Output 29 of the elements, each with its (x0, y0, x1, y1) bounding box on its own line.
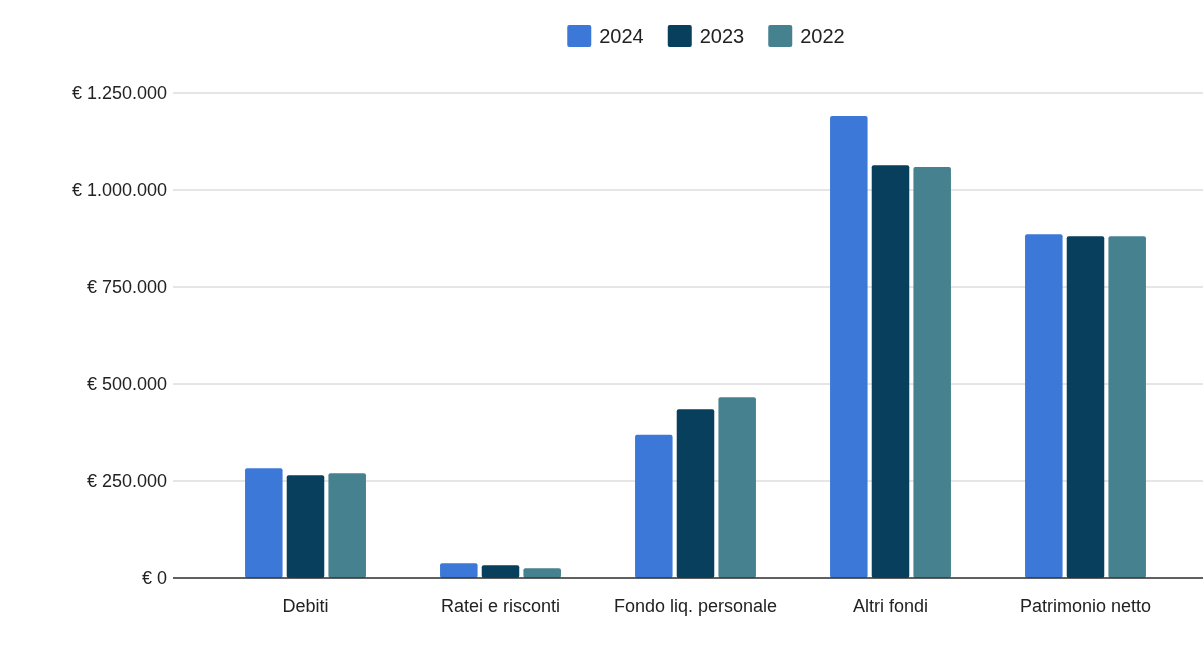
legend-label: 2022 (800, 25, 845, 47)
bar (523, 568, 561, 578)
bar (676, 409, 715, 578)
x-tick-label: Debiti (282, 596, 329, 616)
bar (481, 565, 520, 578)
y-tick-label: € 250.000 (86, 471, 167, 492)
bar (286, 475, 325, 578)
bar (328, 473, 366, 578)
x-tick-label: Ratei e risconti (440, 596, 561, 616)
bar (635, 434, 673, 578)
bar (1108, 236, 1146, 578)
legend-label: 2024 (599, 25, 644, 47)
y-tick-label: € 1.000.000 (71, 180, 167, 201)
y-tick-label: € 500.000 (86, 374, 167, 395)
bar (1066, 236, 1105, 578)
legend-label: 2023 (699, 25, 745, 47)
bar (718, 397, 756, 578)
x-tick-label: Patrimonio netto (1019, 596, 1152, 616)
bar (440, 563, 478, 578)
bar (913, 167, 951, 578)
x-tick-label: Fondo liq. personale (613, 596, 778, 616)
bar (1025, 234, 1063, 578)
y-tick-label: € 0 (141, 568, 167, 589)
y-tick-label: € 750.000 (86, 277, 167, 298)
bar (830, 115, 868, 578)
x-tick-label: Altri fondi (852, 596, 929, 616)
y-tick-label: € 1.250.000 (71, 83, 167, 104)
bar (245, 468, 283, 578)
bar (871, 165, 910, 578)
